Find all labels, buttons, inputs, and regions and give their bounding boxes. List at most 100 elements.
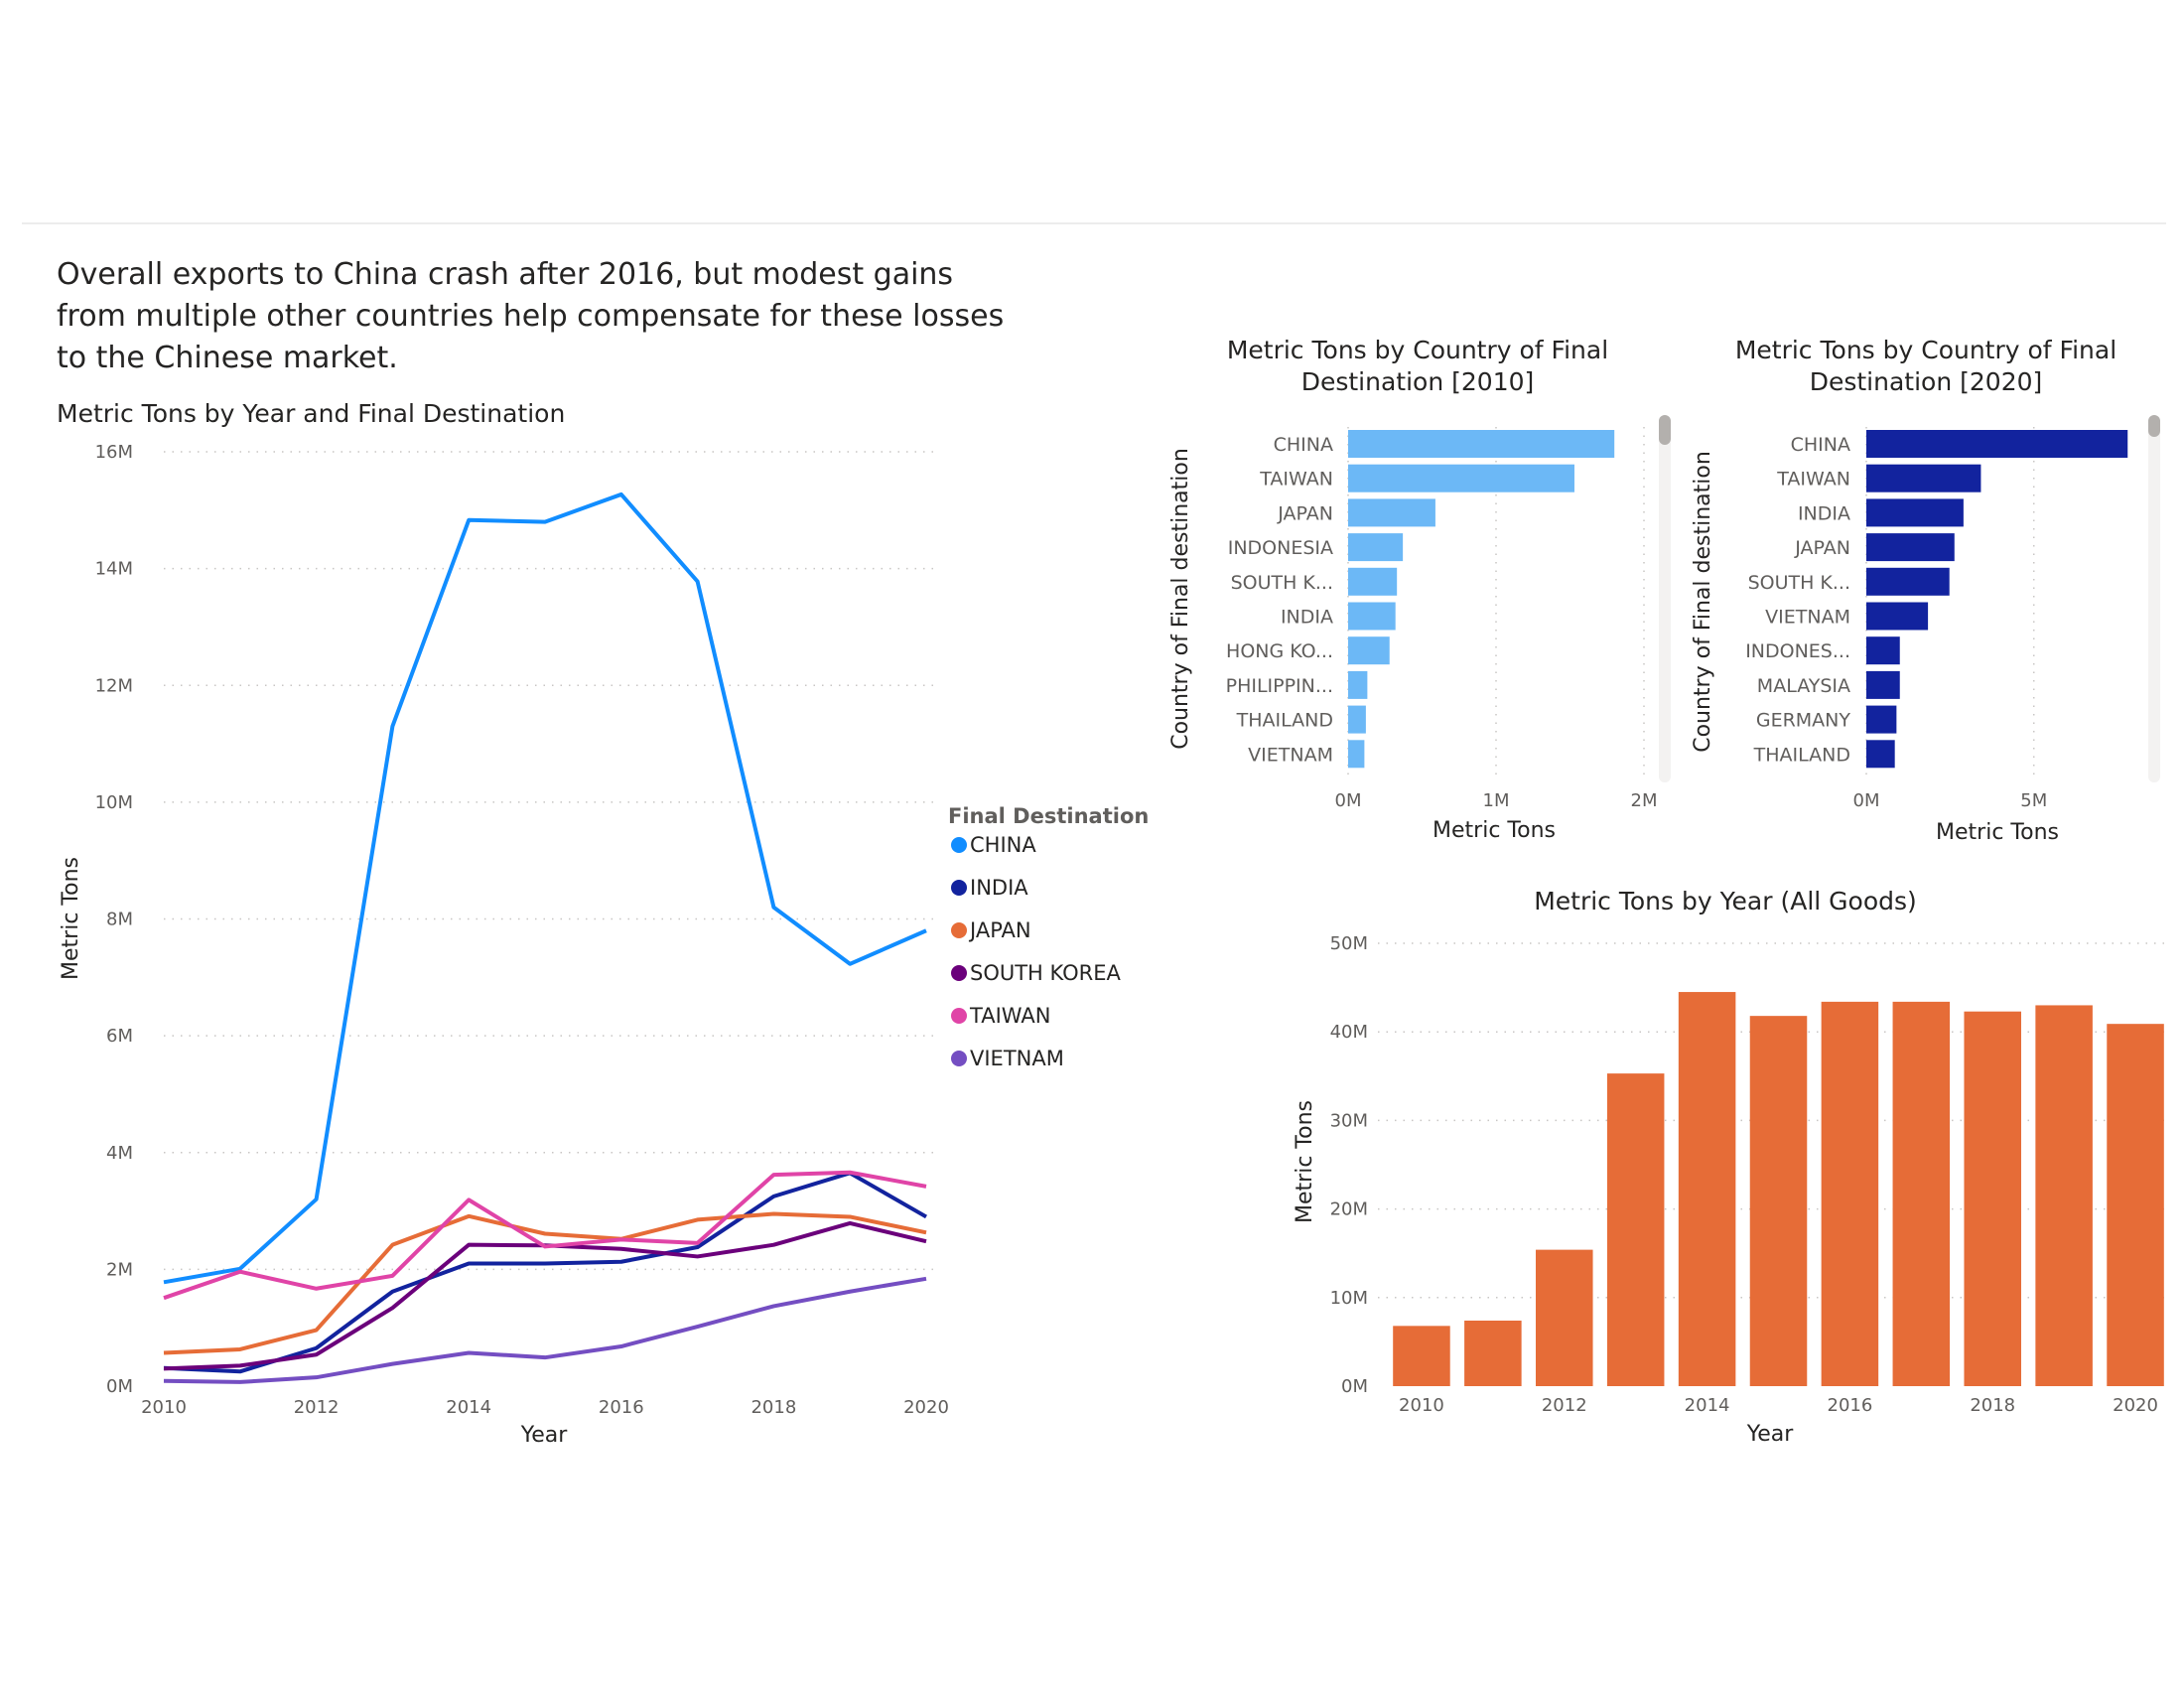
- legend-item-south-korea[interactable]: SOUTH KOREA: [970, 961, 1122, 985]
- bar-chart-2010-category-label: TAIWAN: [1259, 469, 1333, 491]
- bar-chart-2020-scrollbar[interactable]: [2148, 415, 2160, 782]
- line-chart-x-tick: 2014: [446, 1397, 491, 1418]
- column-bar-2019[interactable]: [2035, 1005, 2093, 1386]
- bar-chart-2020-bar-germany[interactable]: [1866, 705, 1897, 734]
- bar-chart-2010-x-tick: 0M: [1335, 790, 1362, 811]
- bar-chart-2010-bar-vietnam[interactable]: [1348, 740, 1365, 769]
- bar-chart-2010-bar-thailand[interactable]: [1348, 705, 1366, 734]
- line-chart-x-tick: 2010: [141, 1397, 187, 1418]
- line-chart-x-tick: 2018: [751, 1397, 796, 1418]
- bar-chart-2020-bar-taiwan[interactable]: [1866, 464, 1981, 492]
- bar-chart-2010-category-label: THAILAND: [1236, 710, 1333, 732]
- bar-chart-2020-category-label: INDIA: [1798, 502, 1850, 524]
- bar-chart-2010-bar-south-k[interactable]: [1348, 567, 1398, 596]
- column-chart-y-tick: 10M: [1330, 1288, 1368, 1309]
- bar-chart-2020-title-line2: Destination [2020]: [1810, 367, 2043, 396]
- bar-chart-2020-bar-indones[interactable]: [1866, 636, 1900, 665]
- column-bar-2016[interactable]: [1821, 1001, 1879, 1386]
- line-chart-y-tick: 2M: [106, 1259, 133, 1280]
- column-bar-2012[interactable]: [1536, 1249, 1593, 1386]
- bar-chart-2020-x-tick: 5M: [2020, 790, 2047, 811]
- bar-chart-2020-bar-thailand[interactable]: [1866, 740, 1895, 769]
- column-chart-x-tick: 2012: [1542, 1395, 1587, 1416]
- bar-chart-2010-scrollbar[interactable]: [1659, 415, 1671, 782]
- column-chart-x-tick: 2010: [1399, 1395, 1444, 1416]
- bar-chart-2020-scrollbar-thumb[interactable]: [2148, 415, 2160, 437]
- column-bar-2013[interactable]: [1606, 1073, 1665, 1386]
- column-chart-y-axis-title: Metric Tons: [1293, 1100, 1317, 1223]
- column-bar-2014[interactable]: [1678, 992, 1736, 1386]
- bar-chart-2020-bar-vietnam[interactable]: [1866, 602, 1929, 631]
- bar-chart-2010-category-label: JAPAN: [1277, 502, 1333, 524]
- legend-marker-south-korea: [951, 965, 967, 981]
- bar-chart-2020-title-line1: Metric Tons by Country of Final: [1735, 336, 2116, 364]
- bar-chart-2010-bar-taiwan[interactable]: [1348, 464, 1574, 492]
- legend-marker-india: [951, 880, 967, 896]
- bar-chart-2020-bar-china[interactable]: [1866, 430, 2128, 458]
- line-series-vietnam[interactable]: [163, 1276, 927, 1384]
- line-chart-y-tick: 10M: [95, 792, 133, 813]
- bar-chart-2020-category-label: MALAYSIA: [1757, 675, 1850, 697]
- column-bar-2010[interactable]: [1393, 1326, 1450, 1386]
- bar-chart-2020-bar-india[interactable]: [1866, 498, 1964, 527]
- bar-chart-2020-bar-south-k[interactable]: [1866, 567, 1950, 596]
- bar-chart-2010-scrollbar-thumb[interactable]: [1659, 415, 1671, 445]
- bar-chart-2020-category-label: VIETNAM: [1765, 607, 1850, 629]
- legend-item-taiwan[interactable]: TAIWAN: [969, 1004, 1050, 1028]
- legend-marker-china: [951, 837, 967, 853]
- bar-chart-2010-category-label: HONG KO...: [1226, 640, 1333, 662]
- header-divider: [22, 222, 2166, 224]
- bar-chart-2010-bar-india[interactable]: [1348, 602, 1396, 631]
- bar-chart-2020-category-label: THAILAND: [1753, 744, 1850, 766]
- column-chart-y-tick: 50M: [1330, 933, 1368, 954]
- column-chart-title: Metric Tons by Year (All Goods): [1534, 887, 1917, 915]
- line-series-taiwan[interactable]: [163, 1170, 927, 1301]
- bar-chart-2020-bar-japan[interactable]: [1866, 533, 1955, 562]
- line-chart-title: Metric Tons by Year and Final Destinatio…: [57, 399, 565, 428]
- bar-chart-2020-category-label: INDONES...: [1745, 640, 1850, 662]
- column-chart-x-tick: 2016: [1828, 1395, 1873, 1416]
- column-bar-2020[interactable]: [2107, 1024, 2164, 1386]
- column-chart-y-tick: 20M: [1330, 1199, 1368, 1220]
- line-chart-y-tick: 16M: [95, 442, 133, 463]
- bar-chart-2020-bar-malaysia[interactable]: [1866, 670, 1900, 699]
- bar-chart-2010-category-label: VIETNAM: [1248, 744, 1333, 766]
- bar-chart-2020-y-axis-title: Country of Final destination: [1691, 451, 1715, 753]
- column-bar-2017[interactable]: [1892, 1001, 1951, 1386]
- bar-chart-2010-bar-indonesia[interactable]: [1348, 533, 1404, 562]
- column-chart-x-axis-title: Year: [1746, 1422, 1795, 1447]
- line-series-china[interactable]: [163, 492, 927, 1285]
- bar-chart-2010-bar-philippin[interactable]: [1348, 670, 1368, 699]
- column-bar-2018[interactable]: [1964, 1011, 2021, 1386]
- column-chart-y-tick: 0M: [1341, 1376, 1368, 1397]
- legend-item-vietnam[interactable]: VIETNAM: [970, 1047, 1064, 1070]
- column-chart-y-tick: 40M: [1330, 1022, 1368, 1043]
- bar-chart-2010-bar-japan[interactable]: [1348, 498, 1435, 527]
- bar-chart-2010-bar-hong-ko[interactable]: [1348, 636, 1390, 665]
- bar-chart-2010-bar-china[interactable]: [1348, 430, 1615, 458]
- legend-item-india[interactable]: INDIA: [970, 876, 1028, 900]
- line-chart-y-tick: 14M: [95, 559, 133, 580]
- bar-chart-2010-category-label: PHILIPPIN...: [1226, 675, 1333, 697]
- column-chart-x-tick: 2020: [2113, 1395, 2158, 1416]
- legend-title: Final Destination: [948, 804, 1149, 828]
- legend-item-china[interactable]: CHINA: [970, 833, 1036, 857]
- column-chart-x-tick: 2018: [1970, 1395, 2015, 1416]
- column-bar-2011[interactable]: [1464, 1320, 1522, 1386]
- line-series-japan[interactable]: [163, 1211, 927, 1355]
- column-bar-2015[interactable]: [1749, 1016, 1808, 1386]
- legend-item-japan[interactable]: JAPAN: [968, 918, 1031, 942]
- bar-chart-2020-category-label: TAIWAN: [1776, 469, 1850, 491]
- legend-marker-taiwan: [951, 1008, 967, 1024]
- line-series-india[interactable]: [163, 1171, 927, 1374]
- bar-chart-2020-x-axis-title: Metric Tons: [1936, 820, 2059, 845]
- line-chart-y-tick: 6M: [106, 1026, 133, 1047]
- bar-chart-2010-category-label: CHINA: [1274, 434, 1333, 456]
- legend-marker-vietnam: [951, 1051, 967, 1066]
- bar-chart-2010-x-axis-title: Metric Tons: [1433, 818, 1556, 843]
- bar-chart-2010-title-line2: Destination [2010]: [1301, 367, 1535, 396]
